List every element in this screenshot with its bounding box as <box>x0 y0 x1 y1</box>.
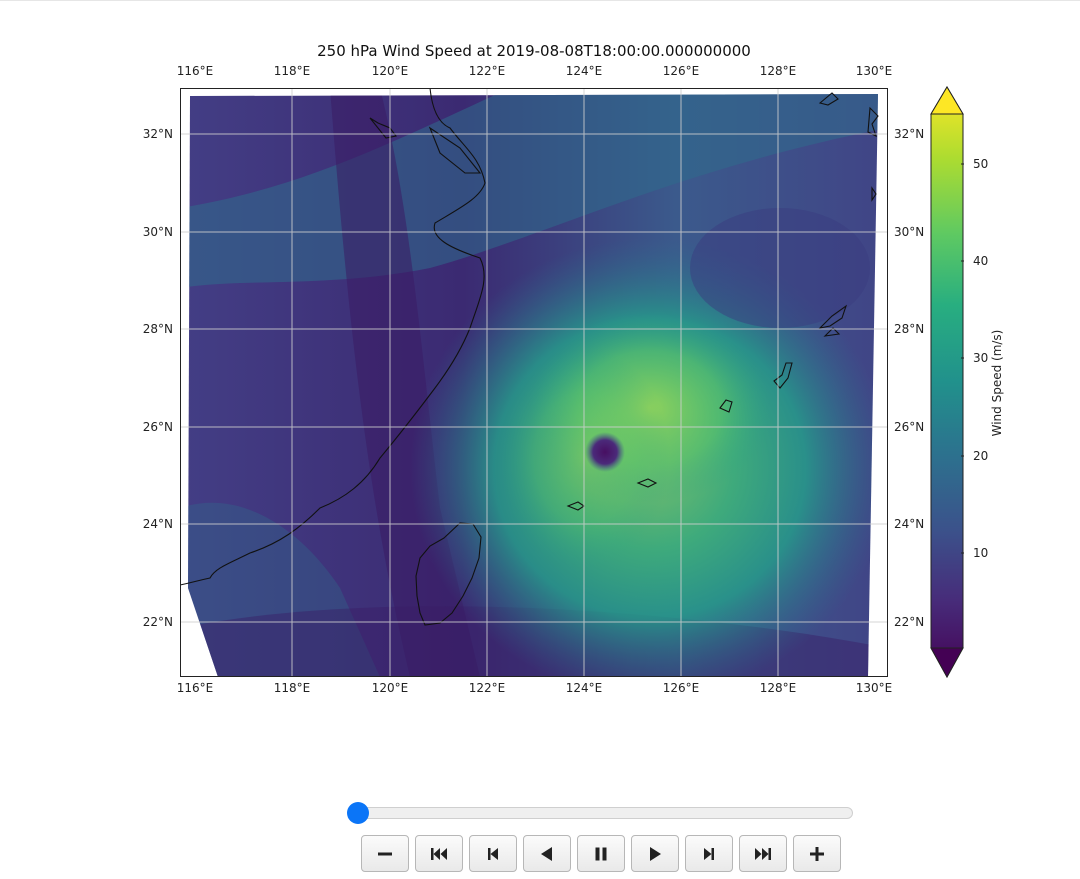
lat-tick-right: 24°N <box>894 517 925 531</box>
pause-icon <box>595 847 607 860</box>
wind-speed-map <box>180 88 888 677</box>
colorbar-tick: 10 <box>973 546 989 560</box>
figure-title: 250 hPa Wind Speed at 2019-08-08T18:00:0… <box>317 42 751 60</box>
step-forward-icon <box>704 847 714 860</box>
lon-tick-top: 126°E <box>662 64 700 78</box>
step-back-icon <box>488 847 498 860</box>
lat-tick-right: 30°N <box>894 225 925 239</box>
top-divider <box>0 0 1080 1</box>
lon-tick-bottom: 124°E <box>565 681 603 695</box>
lon-tick-top: 118°E <box>273 64 311 78</box>
lat-tick-left: 22°N <box>142 615 173 629</box>
decrease-speed-button[interactable] <box>361 835 409 872</box>
previous-frame-button[interactable] <box>469 835 517 872</box>
frame-slider-track[interactable] <box>356 807 853 819</box>
lon-tick-bottom: 116°E <box>176 681 214 695</box>
colorbar-label: Wind Speed (m/s) <box>990 329 1004 437</box>
colorbar-tick: 50 <box>973 157 989 171</box>
lat-tick-right: 26°N <box>894 420 925 434</box>
wind-field <box>188 94 878 677</box>
frame-slider-thumb[interactable] <box>347 802 369 824</box>
skip-to-start-icon <box>431 847 447 860</box>
lat-tick-left: 32°N <box>142 127 173 141</box>
colorbar-tick: 20 <box>973 449 989 463</box>
next-frame-button[interactable] <box>685 835 733 872</box>
lon-tick-top: 122°E <box>468 64 506 78</box>
last-frame-button[interactable] <box>739 835 787 872</box>
lat-tick-left: 26°N <box>142 420 173 434</box>
increase-speed-button[interactable] <box>793 835 841 872</box>
lat-tick-right: 32°N <box>894 127 925 141</box>
lon-tick-top: 130°E <box>855 64 893 78</box>
first-frame-button[interactable] <box>415 835 463 872</box>
map-frame <box>180 88 888 677</box>
lon-tick-top: 124°E <box>565 64 603 78</box>
lon-tick-top: 128°E <box>759 64 797 78</box>
lon-tick-bottom: 128°E <box>759 681 797 695</box>
play-icon <box>650 846 661 861</box>
lon-tick-top: 120°E <box>371 64 409 78</box>
skip-to-end-icon <box>755 847 771 860</box>
lat-tick-left: 30°N <box>142 225 173 239</box>
colorbar-tick: 40 <box>973 254 989 268</box>
coastlines <box>180 88 879 626</box>
colorbar <box>930 86 964 678</box>
gridlines <box>180 88 888 677</box>
lon-tick-bottom: 126°E <box>662 681 700 695</box>
minus-icon <box>378 852 392 855</box>
lat-tick-right: 28°N <box>894 322 925 336</box>
lon-tick-bottom: 118°E <box>273 681 311 695</box>
play-button[interactable] <box>631 835 679 872</box>
play-reverse-icon <box>541 846 552 861</box>
lon-tick-bottom: 120°E <box>371 681 409 695</box>
lat-tick-left: 24°N <box>142 517 173 531</box>
play-reverse-button[interactable] <box>523 835 571 872</box>
pause-button[interactable] <box>577 835 625 872</box>
lon-tick-bottom: 130°E <box>855 681 893 695</box>
colorbar-tick: 30 <box>973 351 989 365</box>
lon-tick-bottom: 122°E <box>468 681 506 695</box>
lat-tick-right: 22°N <box>894 615 925 629</box>
lon-tick-top: 116°E <box>176 64 214 78</box>
lat-tick-left: 28°N <box>142 322 173 336</box>
plus-icon <box>810 846 824 861</box>
